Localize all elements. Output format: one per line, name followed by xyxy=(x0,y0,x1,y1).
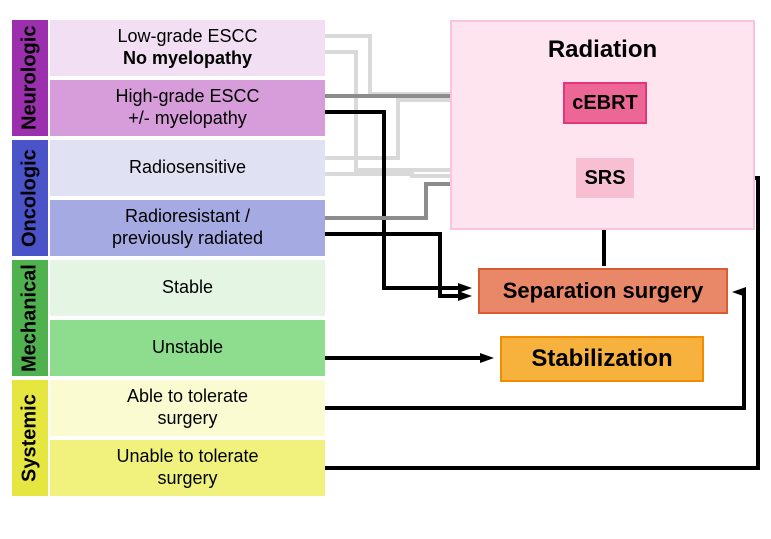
row-unstable-line: Unstable xyxy=(152,337,223,359)
radiation-panel: Radiation xyxy=(450,20,755,230)
row-radioresistant-line: Radioresistant / xyxy=(125,206,250,228)
output-stabilization-label: Stabilization xyxy=(531,345,672,373)
radiation-title: Radiation xyxy=(548,36,657,64)
row-radiosensitive: Radiosensitive xyxy=(50,140,325,196)
row-radiosensitive-line: Radiosensitive xyxy=(129,157,246,179)
row-high-grade-line: High-grade ESCC xyxy=(115,86,259,108)
output-separation-surgery: Separation surgery xyxy=(478,268,728,314)
row-low-grade: Low-grade ESCCNo myelopathy xyxy=(50,20,325,76)
output-SRS: SRS xyxy=(576,158,634,198)
row-stable: Stable xyxy=(50,260,325,316)
row-unstable: Unstable xyxy=(50,320,325,376)
row-radioresistant-line: previously radiated xyxy=(112,228,263,250)
row-stable-line: Stable xyxy=(162,277,213,299)
row-high-grade-line: +/- myelopathy xyxy=(128,108,247,130)
row-low-grade-line: Low-grade ESCC xyxy=(117,26,257,48)
row-radioresistant: Radioresistant /previously radiated xyxy=(50,200,325,256)
row-unable: Unable to toleratesurgery xyxy=(50,440,325,496)
category-bar-systemic: Systemic xyxy=(12,380,48,496)
row-able: Able to toleratesurgery xyxy=(50,380,325,436)
output-cEBRT-label: cEBRT xyxy=(572,92,638,115)
output-stabilization: Stabilization xyxy=(500,336,704,382)
row-high-grade: High-grade ESCC+/- myelopathy xyxy=(50,80,325,136)
category-bar-oncologic: Oncologic xyxy=(12,140,48,256)
output-separation-surgery-label: Separation surgery xyxy=(503,278,704,304)
arrow-high-to-sep xyxy=(325,112,464,288)
row-able-line: Able to tolerate xyxy=(127,386,248,408)
output-cEBRT: cEBRT xyxy=(563,82,647,124)
category-bar-mechanical: Mechanical xyxy=(12,260,48,376)
row-able-line: surgery xyxy=(157,408,217,430)
category-bar-neurologic: Neurologic xyxy=(12,20,48,136)
row-unable-line: surgery xyxy=(157,468,217,490)
output-SRS-label: SRS xyxy=(584,167,625,190)
row-low-grade-line: No myelopathy xyxy=(123,48,252,70)
row-unable-line: Unable to tolerate xyxy=(116,446,258,468)
